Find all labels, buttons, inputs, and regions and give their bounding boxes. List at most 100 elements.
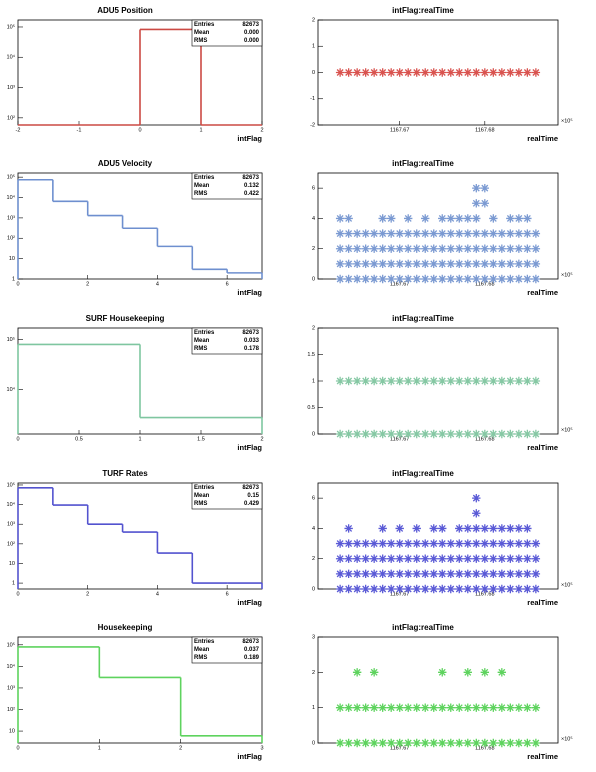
point	[438, 524, 447, 533]
point	[361, 68, 370, 77]
point	[463, 738, 472, 748]
point	[386, 214, 396, 223]
point	[395, 229, 404, 238]
point	[480, 703, 490, 712]
point	[531, 569, 541, 579]
point	[531, 539, 541, 548]
point	[514, 429, 524, 439]
chart-title: intFlag:realTime	[392, 314, 454, 323]
point	[421, 274, 430, 284]
x-tick-label: 1	[138, 436, 141, 442]
point	[506, 738, 515, 748]
point	[378, 229, 387, 238]
point	[497, 584, 507, 594]
stats-name: RMS	[194, 655, 207, 661]
point	[412, 584, 421, 594]
point	[352, 429, 362, 439]
point	[472, 274, 481, 284]
point	[514, 738, 524, 748]
point	[455, 214, 464, 223]
point	[480, 738, 490, 748]
point	[429, 524, 438, 533]
point	[352, 539, 362, 548]
point	[335, 429, 345, 439]
stats-name: RMS	[194, 346, 207, 352]
point	[344, 244, 353, 253]
point	[531, 244, 541, 253]
x-tick-label: 1167.67	[390, 281, 409, 287]
point	[404, 229, 413, 238]
point	[369, 244, 379, 253]
point	[480, 199, 490, 208]
stats-box	[191, 482, 263, 510]
point	[369, 68, 379, 77]
point	[446, 68, 455, 77]
point	[455, 244, 464, 253]
point	[412, 738, 421, 748]
point	[472, 376, 481, 386]
stats-name: Mean	[194, 493, 210, 499]
stats-name: Entries	[194, 330, 215, 336]
x-tick-label: 4	[156, 591, 159, 597]
point	[438, 68, 447, 77]
point	[472, 229, 481, 238]
point	[489, 429, 498, 439]
point	[523, 68, 532, 77]
point	[395, 554, 404, 563]
y-tick-label: 10	[9, 561, 15, 567]
point	[421, 569, 430, 579]
y-tick-label: 10³	[7, 215, 15, 221]
y-tick-label: 10²	[7, 115, 15, 121]
point	[352, 376, 362, 386]
point	[472, 554, 481, 563]
point	[378, 539, 387, 548]
point	[463, 584, 472, 594]
point	[514, 376, 524, 386]
point	[514, 569, 524, 579]
point	[514, 229, 524, 238]
point	[472, 493, 481, 503]
stats-name: Mean	[194, 183, 210, 189]
point	[369, 274, 379, 284]
point	[344, 703, 353, 712]
point	[455, 274, 464, 284]
point	[480, 429, 490, 439]
point	[506, 214, 515, 223]
point	[369, 738, 379, 748]
point	[455, 584, 464, 594]
point	[429, 703, 438, 712]
chart-title: intFlag:realTime	[392, 6, 454, 15]
point	[480, 244, 490, 253]
point	[497, 703, 507, 712]
x-tick-label: 1	[199, 127, 202, 133]
y-tick-label: 10⁵	[7, 23, 15, 30]
point	[480, 229, 490, 238]
point	[497, 668, 507, 677]
point	[438, 259, 447, 269]
point	[335, 229, 345, 238]
stats-value: 82673	[242, 639, 259, 645]
y-tick-label: 10⁴	[7, 386, 16, 393]
point	[463, 376, 472, 386]
point	[361, 584, 370, 594]
point	[489, 703, 498, 712]
x-tick-label: -2	[16, 127, 21, 133]
point	[404, 376, 413, 386]
y-tick-label: 0	[312, 70, 315, 76]
point	[438, 214, 447, 223]
x-tick-label: 1	[98, 745, 101, 751]
x-tick-label: 1167.67	[390, 436, 409, 442]
y-tick-label: 1	[12, 276, 15, 282]
point	[352, 68, 362, 77]
y-tick-label: 10⁵	[7, 336, 15, 343]
stats-name: Entries	[194, 22, 215, 28]
stats-value: 0.422	[244, 191, 260, 197]
y-tick-label: 10⁴	[7, 194, 16, 201]
point	[463, 214, 472, 223]
point	[369, 703, 379, 712]
point	[369, 668, 379, 677]
x-tick-label: 1.5	[197, 436, 205, 442]
point	[438, 229, 447, 238]
point	[455, 524, 464, 533]
stats-name: Entries	[194, 175, 215, 181]
